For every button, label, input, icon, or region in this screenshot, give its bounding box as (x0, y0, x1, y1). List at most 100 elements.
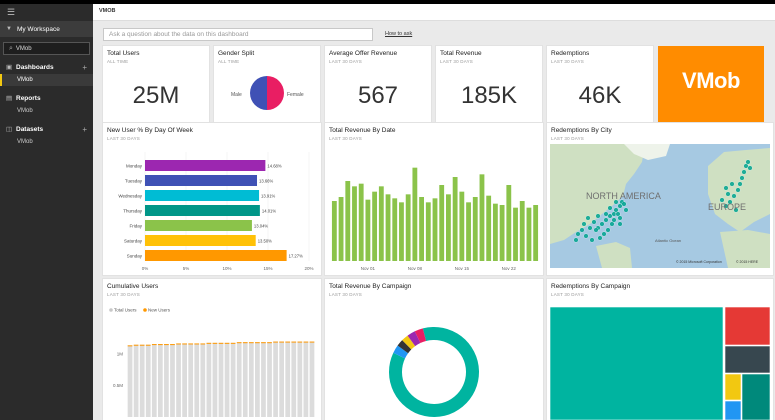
x-tick-label: Nov 01 (361, 266, 376, 271)
bar (506, 185, 512, 261)
map-dot (617, 215, 623, 221)
bar (200, 343, 206, 417)
tile-cumulative-users[interactable]: Cumulative Users LAST 30 DAYS Total User… (103, 279, 321, 420)
bar (297, 341, 303, 417)
donut-slice (402, 335, 416, 350)
tile-subtitle: LAST 30 DAYS (329, 136, 362, 141)
how-to-ask-link[interactable]: How to ask (385, 31, 413, 37)
y-tick-label: 0.5M (113, 383, 123, 388)
pie-slice-female (267, 76, 284, 110)
bar (472, 197, 478, 261)
bar (309, 341, 315, 417)
nav-section-reports[interactable]: ▤ Reports (0, 91, 93, 105)
map-dot (719, 197, 725, 203)
tile-subtitle: ALL TIME (218, 59, 240, 64)
x-tick-label: Nov 22 (502, 266, 517, 271)
bar (212, 342, 218, 417)
tile-vmob-logo[interactable]: VMob (658, 46, 764, 122)
tile-redemptions-by-city[interactable]: Redemptions By City LAST 30 DAYS NORTH A… (547, 123, 773, 275)
bar-new-users (267, 342, 272, 344)
my-workspace-header[interactable]: ▼ My Workspace (0, 21, 93, 37)
sidebar-item-report-vmob[interactable]: VMob (0, 105, 93, 117)
bar-new-users (218, 342, 224, 344)
map-dot (733, 207, 739, 213)
map-dot (613, 199, 619, 205)
bar (492, 203, 498, 261)
tile-title: Redemptions By Campaign (551, 283, 631, 290)
pie-slice-male (250, 76, 267, 110)
tile-revenue-by-date[interactable]: Total Revenue By Date LAST 30 DAYS Nov 0… (325, 123, 543, 275)
kpi-value: 46K (578, 82, 622, 109)
tile-total-users[interactable]: Total Users ALL TIME 25M (103, 46, 209, 122)
tile-average-offer-revenue[interactable]: Average Offer Revenue LAST 30 DAYS 567 (325, 46, 431, 122)
map-svg: NORTH AMERICA EUROPE Atlantic Ocean © 20… (550, 144, 770, 268)
map-dot (611, 217, 617, 223)
left-nav: ☰ ▼ My Workspace ⌕ VMob ▣ Dashboards + V… (0, 4, 93, 420)
bar (188, 343, 194, 417)
tile-title: Total Users (107, 50, 140, 57)
tile-title: Average Offer Revenue (329, 50, 398, 57)
bar (230, 342, 236, 417)
land-greenland (624, 144, 670, 160)
bar (432, 198, 438, 261)
tile-total-revenue[interactable]: Total Revenue LAST 30 DAYS 185K (436, 46, 542, 122)
bar (248, 342, 254, 417)
data-label: 13.04% (254, 224, 268, 229)
map-dot (589, 237, 595, 243)
map-dot (725, 191, 731, 197)
bar-new-users (200, 343, 206, 345)
nav-section-datasets[interactable]: ◫ Datasets + (0, 122, 93, 136)
bar (145, 205, 260, 216)
bar (419, 197, 424, 261)
bar (151, 344, 157, 417)
bar (242, 342, 248, 417)
category-label: Saturday (124, 239, 143, 244)
nav-section-dashboards[interactable]: ▣ Dashboards + (0, 60, 93, 74)
sidebar-item-dashboard-vmob[interactable]: VMob (0, 74, 93, 86)
nav-search-value: VMob (15, 45, 32, 52)
bar-new-users (303, 341, 309, 343)
report-icon: ▤ (6, 95, 13, 102)
land-north-america (550, 144, 645, 244)
datasets-label: Datasets (16, 125, 44, 133)
bar (526, 207, 532, 261)
map-dot (585, 215, 591, 221)
nav-search-input[interactable]: ⌕ VMob (3, 42, 90, 55)
bar (145, 235, 256, 246)
label-north-america: NORTH AMERICA (586, 191, 661, 201)
tile-title: Redemptions (551, 50, 590, 57)
qa-input[interactable]: Ask a question about the data on this da… (103, 28, 373, 41)
map-dot (735, 187, 741, 193)
bar (352, 186, 357, 261)
bar (127, 345, 133, 417)
bar-new-users (157, 344, 163, 346)
map-dot (613, 207, 619, 213)
add-dataset-icon[interactable]: + (82, 124, 87, 134)
bar-new-users (151, 344, 157, 346)
tile-gender-split[interactable]: Gender Split ALL TIME Male Female (214, 46, 320, 122)
bar (446, 194, 451, 261)
bar-new-users (170, 344, 175, 346)
bar-new-users (182, 343, 187, 345)
map-dot (593, 227, 599, 233)
bar-new-users (242, 342, 248, 344)
bar (194, 343, 200, 417)
tile-new-user-by-day[interactable]: New User % By Day Of Week LAST 30 DAYS 0… (103, 123, 321, 275)
bar (218, 342, 224, 417)
tile-redemptions[interactable]: Redemptions LAST 30 DAYS 46K (547, 46, 653, 122)
redemptions-map[interactable]: NORTH AMERICA EUROPE Atlantic Ocean © 20… (550, 144, 770, 268)
campaign-treemap (549, 306, 771, 420)
tile-revenue-by-campaign[interactable]: Total Revenue By Campaign LAST 30 DAYS (325, 279, 543, 420)
tile-redemptions-by-campaign[interactable]: Redemptions By Campaign LAST 30 DAYS (547, 279, 773, 420)
map-dot (603, 217, 609, 223)
legend-marker (109, 308, 113, 312)
bar (378, 186, 384, 261)
bar (385, 194, 391, 261)
sidebar-item-dataset-vmob[interactable]: VMob (0, 136, 93, 148)
hamburger-icon[interactable]: ☰ (7, 7, 16, 17)
treemap-cell (724, 306, 771, 346)
map-dot (607, 205, 613, 211)
treemap-cell (741, 373, 771, 420)
tile-title: Gender Split (218, 50, 255, 57)
add-dashboard-icon[interactable]: + (82, 62, 87, 72)
